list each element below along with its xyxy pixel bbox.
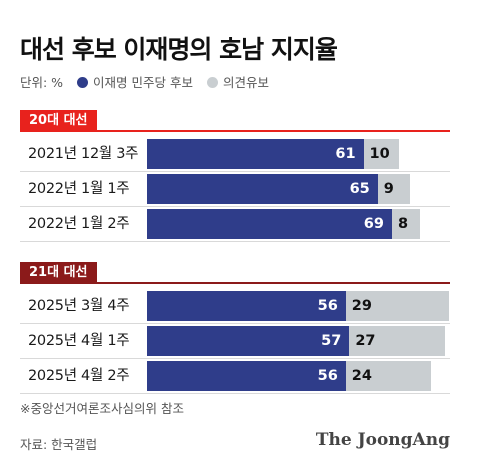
- row-label: 2025년 4월 1주: [28, 333, 130, 349]
- row-label: 2022년 1월 2주: [28, 216, 130, 232]
- bar-undecided: 10: [363, 139, 400, 169]
- legend-item-undecided: 의견유보: [206, 72, 269, 91]
- bar-lee: 69: [147, 209, 392, 239]
- row-divider: [20, 241, 450, 242]
- legend-label-lee: 이재명 민주당 후보: [93, 75, 193, 90]
- source-text: 자료: 한국갤럽: [20, 437, 98, 452]
- row-label: 2025년 4월 2주: [28, 368, 130, 384]
- row-divider: [20, 358, 450, 359]
- publisher-logo: The JoongAng: [315, 430, 450, 450]
- section-label: 20대 대선: [20, 110, 97, 131]
- bar-undecided: 8: [391, 209, 421, 239]
- row-divider: [20, 393, 450, 394]
- row-label: 2022년 1월 1주: [28, 181, 130, 197]
- legend-label-undecided: 의견유보: [222, 75, 269, 90]
- legend: 단위: % 이재명 민주당 후보 의견유보: [20, 72, 279, 91]
- legend-swatch-undecided: [206, 77, 218, 88]
- section-rule: [20, 130, 450, 132]
- row-divider: [20, 323, 450, 324]
- legend-item-lee: 이재명 민주당 후보: [77, 72, 193, 91]
- bar-lee: 56: [147, 361, 346, 391]
- bar-lee: 57: [147, 326, 350, 356]
- bar-undecided: 24: [345, 361, 431, 391]
- legend-swatch-lee: [77, 77, 89, 88]
- bar-undecided: 27: [349, 326, 446, 356]
- bar-undecided: 29: [345, 291, 449, 321]
- row-label: 2021년 12월 3주: [28, 146, 139, 162]
- section-label: 21대 대선: [20, 262, 97, 283]
- row-divider: [20, 171, 450, 172]
- bar-lee: 61: [147, 139, 364, 169]
- legend-unit: 단위: %: [20, 75, 64, 90]
- bar-lee: 56: [147, 291, 346, 321]
- footnote: ※중앙선거여론조사심의위 참조: [20, 401, 184, 416]
- section-rule: [20, 282, 450, 284]
- bar-lee: 65: [147, 174, 378, 204]
- row-divider: [20, 206, 450, 207]
- bar-undecided: 9: [377, 174, 410, 204]
- row-label: 2025년 3월 4주: [28, 298, 130, 314]
- chart-title: 대선 후보 이재명의 호남 지지율: [20, 35, 338, 64]
